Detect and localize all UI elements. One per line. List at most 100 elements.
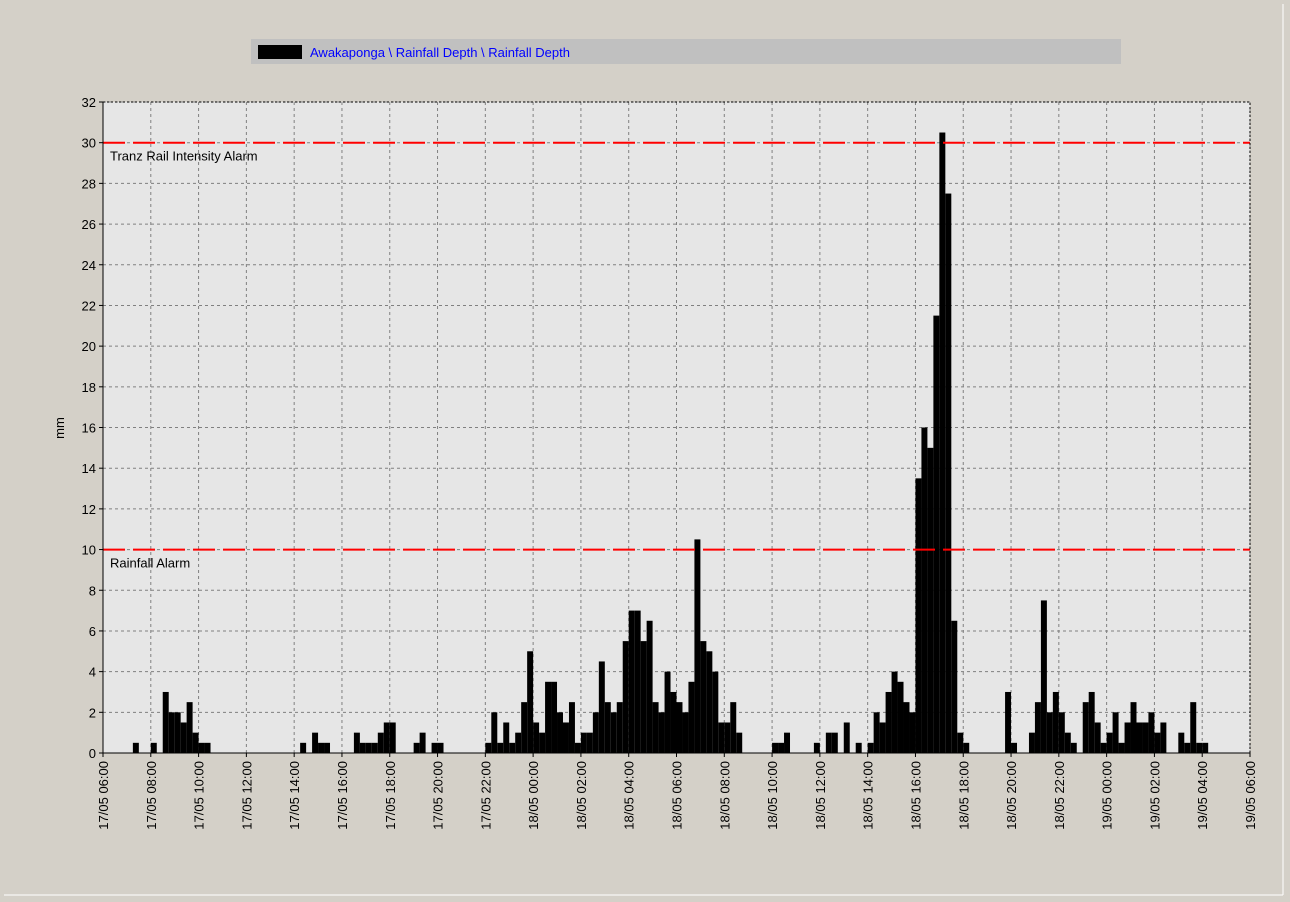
x-tick-label: 18/05 02:00: [574, 761, 589, 830]
x-tick-label: 18/05 20:00: [1004, 761, 1019, 830]
y-tick-label: 24: [82, 258, 96, 273]
plot-border: [102, 101, 1251, 754]
bar: [1178, 732, 1185, 753]
bar: [318, 742, 325, 753]
bar: [150, 742, 157, 753]
bar: [312, 732, 319, 753]
bar: [1142, 722, 1149, 753]
bar: [688, 681, 695, 753]
bar: [772, 742, 779, 753]
bar: [825, 732, 832, 753]
y-tick-label: 4: [89, 665, 96, 680]
x-tick-label: 18/05 00:00: [526, 761, 541, 830]
x-tick-label: 18/05 12:00: [813, 761, 828, 830]
bar: [551, 681, 558, 753]
bar: [568, 702, 575, 753]
bar: [664, 671, 671, 753]
bar: [574, 742, 581, 753]
x-tick-label: 18/05 16:00: [908, 761, 923, 830]
bar: [533, 722, 540, 753]
bar: [204, 742, 211, 753]
y-tick-label: 0: [89, 746, 96, 761]
bar: [485, 742, 492, 753]
y-tick-label: 16: [82, 421, 96, 436]
bar: [1040, 600, 1047, 753]
x-tick-label: 17/05 16:00: [335, 761, 350, 830]
bar: [419, 732, 426, 753]
bar: [1106, 732, 1113, 753]
bar: [503, 722, 510, 753]
bar: [598, 661, 605, 753]
bar: [168, 712, 175, 753]
bar: [586, 732, 593, 753]
bar: [700, 641, 707, 753]
bar: [1052, 691, 1059, 753]
bar: [324, 742, 331, 753]
y-tick-label: 28: [82, 176, 96, 191]
bar: [1058, 712, 1065, 753]
bar: [1028, 732, 1035, 753]
bar: [1070, 742, 1077, 753]
y-tick-label: 32: [82, 95, 96, 110]
x-tick-label: 17/05 10:00: [192, 761, 207, 830]
x-tick-label: 19/05 02:00: [1147, 761, 1162, 830]
bar: [198, 742, 205, 753]
bar: [1196, 742, 1203, 753]
bar: [873, 712, 880, 753]
bar: [831, 732, 838, 753]
bar: [634, 610, 641, 753]
bar: [706, 651, 713, 753]
bar: [939, 132, 946, 753]
bar: [616, 702, 623, 753]
bar: [855, 742, 862, 753]
bar: [1094, 722, 1101, 753]
bar: [383, 722, 390, 753]
bar: [186, 702, 193, 753]
x-tick-label: 18/05 14:00: [861, 761, 876, 830]
bar: [1046, 712, 1053, 753]
bar: [413, 742, 420, 753]
bar: [1034, 702, 1041, 753]
y-tick-label: 6: [89, 624, 96, 639]
x-tick-label: 17/05 14:00: [287, 761, 302, 830]
bar: [909, 712, 916, 753]
bar: [1100, 742, 1107, 753]
x-tick-label: 17/05 20:00: [431, 761, 446, 830]
bar: [658, 712, 665, 753]
bar: [497, 742, 504, 753]
bar: [359, 742, 366, 753]
bar: [921, 427, 928, 753]
bar: [1148, 712, 1155, 753]
y-tick-label: 22: [82, 298, 96, 313]
x-tick-label: 17/05 06:00: [96, 761, 111, 830]
bar: [610, 712, 617, 753]
bar: [903, 702, 910, 753]
bar: [521, 702, 528, 753]
bar: [1190, 702, 1197, 753]
x-tick-label: 17/05 08:00: [144, 761, 159, 830]
bar: [640, 641, 647, 753]
bar: [676, 702, 683, 753]
x-tick-label: 19/05 00:00: [1100, 761, 1115, 830]
legend-swatch: [258, 45, 302, 59]
bar: [604, 702, 611, 753]
bar: [628, 610, 635, 753]
y-tick-label: 18: [82, 380, 96, 395]
bar: [778, 742, 785, 753]
bar: [1118, 742, 1125, 753]
bar: [670, 691, 677, 753]
bar: [933, 315, 940, 753]
y-tick-label: 20: [82, 339, 96, 354]
bar: [927, 447, 934, 753]
bar: [545, 681, 552, 753]
x-tick-label: 17/05 12:00: [239, 761, 254, 830]
bar: [1202, 742, 1209, 753]
bar: [736, 732, 743, 753]
bar: [652, 702, 659, 753]
bar: [945, 193, 952, 753]
bar: [557, 712, 563, 753]
legend-box: [251, 39, 1121, 64]
bar: [843, 722, 850, 753]
bar: [180, 722, 187, 753]
bar: [718, 722, 725, 753]
